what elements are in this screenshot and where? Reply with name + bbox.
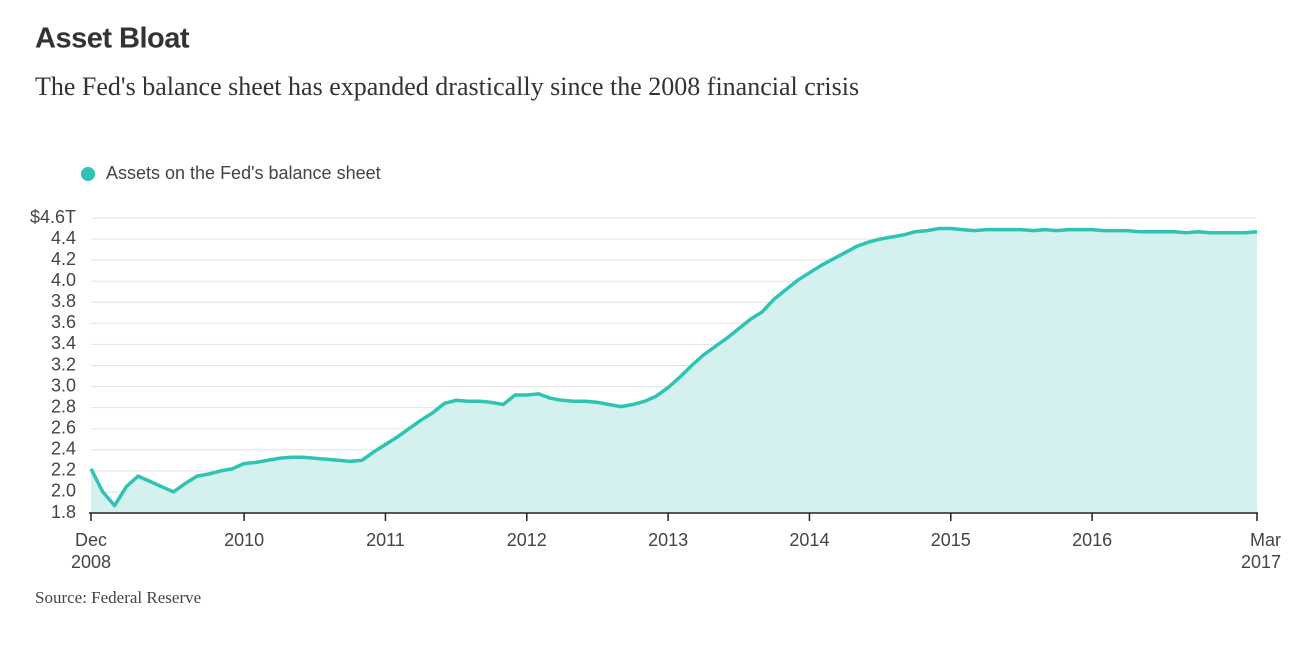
y-tick-label: 4.0 bbox=[51, 270, 76, 290]
line bbox=[89, 226, 1258, 508]
y-tick-label: 2.8 bbox=[51, 396, 76, 416]
x-tick-label: 2011 bbox=[366, 530, 405, 550]
legend-swatch bbox=[81, 167, 95, 181]
y-tick-label: $4.6T bbox=[30, 207, 76, 227]
source: Source: Federal Reserve bbox=[35, 588, 201, 607]
y-tick-label: 1.8 bbox=[51, 502, 76, 522]
x-tick-label: Dec 2008 bbox=[70, 530, 112, 572]
y-tick-label: 2.0 bbox=[51, 481, 76, 501]
chart-subtitle: The Fed's balance sheet has expanded dra… bbox=[35, 72, 859, 101]
x-tick-label: 2013 bbox=[648, 530, 689, 550]
y-tick-label: 3.2 bbox=[51, 354, 76, 374]
y-tick-label: 3.4 bbox=[51, 333, 76, 353]
y-tick-label: 3.0 bbox=[51, 375, 76, 395]
legend-label: Assets on the Fed's balance sheet bbox=[106, 163, 381, 183]
x-tick-label: 2010 bbox=[224, 530, 265, 550]
x-tick-label: 2014 bbox=[789, 530, 830, 550]
x-tick-label: 2012 bbox=[506, 530, 547, 550]
y-tick-label: 3.8 bbox=[51, 291, 76, 311]
area bbox=[91, 228, 1257, 513]
y-tick-label: 3.6 bbox=[51, 312, 76, 332]
y-tick-label: 4.4 bbox=[51, 228, 76, 248]
y-tick-label: 2.2 bbox=[51, 460, 76, 480]
x-tick-label: 2016 bbox=[1072, 530, 1113, 550]
chart-title: Asset Bloat bbox=[35, 23, 190, 55]
y-tick-label: 4.2 bbox=[51, 249, 76, 269]
y-tick-label: 2.6 bbox=[51, 417, 76, 437]
y-tick-label: 2.4 bbox=[51, 439, 76, 459]
x-tick-label: 2015 bbox=[930, 530, 971, 550]
x-tick-label: Mar 2017 bbox=[1240, 530, 1281, 572]
